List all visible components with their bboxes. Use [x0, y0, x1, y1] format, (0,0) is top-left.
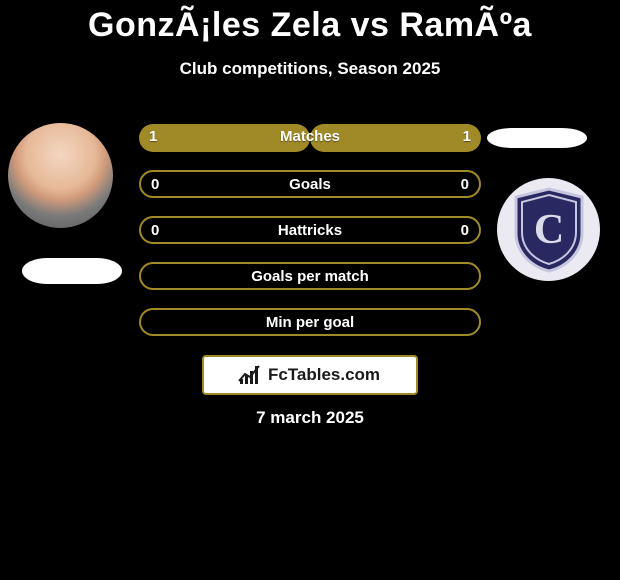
page-title: GonzÃ¡les Zela vs RamÃºa — [0, 0, 620, 45]
stat-row-hattricks: 0 Hattricks 0 — [139, 216, 481, 244]
stat-label: Hattricks — [141, 218, 479, 246]
date-text: 7 march 2025 — [0, 408, 620, 428]
stat-label: Min per goal — [141, 310, 479, 338]
stat-label: Goals per match — [141, 264, 479, 292]
club-crest-icon: C — [512, 187, 586, 273]
player-left-avatar — [8, 123, 113, 228]
stat-label: Goals — [141, 172, 479, 200]
comparison-card: GonzÃ¡les Zela vs RamÃºa Club competitio… — [0, 0, 620, 79]
brand-text: FcTables.com — [268, 365, 380, 385]
brand-box[interactable]: FcTables.com — [202, 355, 418, 395]
subtitle: Club competitions, Season 2025 — [0, 59, 620, 79]
player-left-flag — [22, 258, 122, 284]
player-right-avatar: C — [497, 178, 600, 281]
stat-row-min-per-goal: Min per goal — [139, 308, 481, 336]
value-right: 0 — [461, 218, 469, 246]
stat-row-matches: 1 Matches 1 — [139, 124, 481, 152]
photo-placeholder — [8, 123, 113, 228]
stat-label: Matches — [139, 124, 481, 152]
value-right: 1 — [463, 124, 471, 152]
player-right-flag — [487, 128, 587, 148]
svg-text:C: C — [533, 207, 563, 253]
stat-rows: 1 Matches 1 0 Goals 0 0 Hattricks 0 Goal… — [139, 124, 481, 354]
chart-icon — [240, 366, 262, 384]
stat-row-goals: 0 Goals 0 — [139, 170, 481, 198]
value-right: 0 — [461, 172, 469, 200]
stat-row-goals-per-match: Goals per match — [139, 262, 481, 290]
